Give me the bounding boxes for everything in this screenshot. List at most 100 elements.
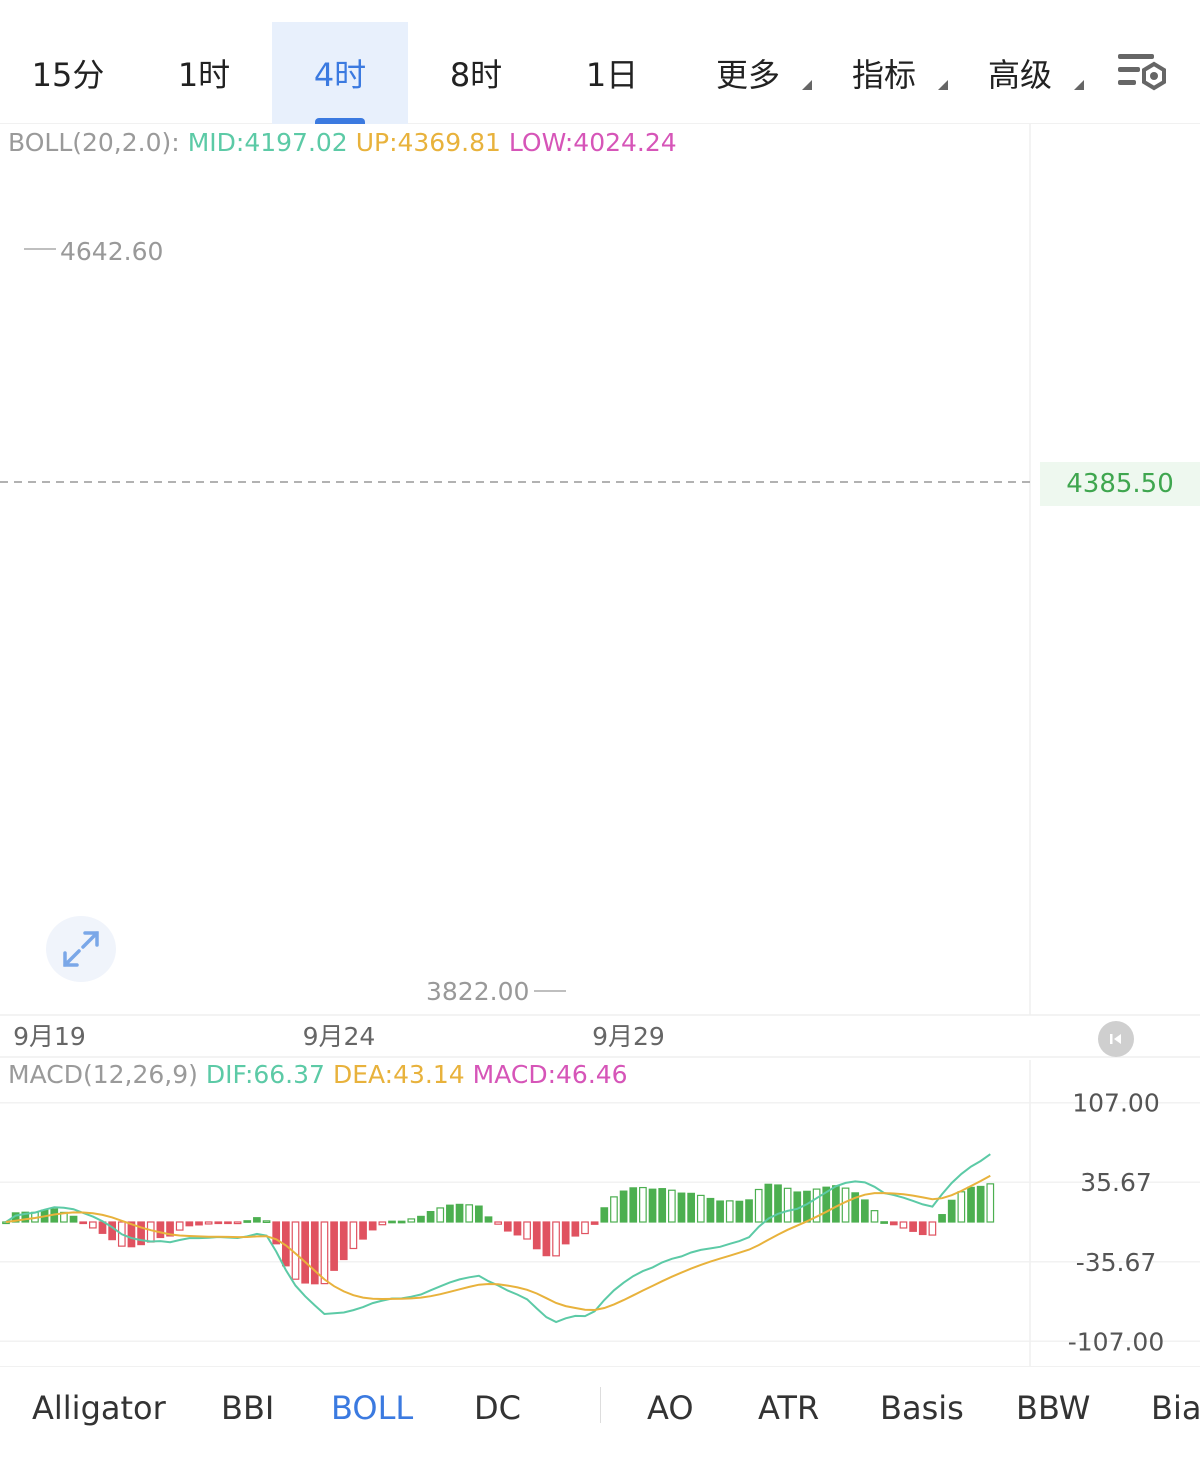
macd-bar bbox=[677, 1192, 686, 1223]
macd-bar bbox=[667, 1189, 676, 1223]
indicator-bbi[interactable]: BBI bbox=[221, 1389, 275, 1427]
macd-bar bbox=[378, 1221, 387, 1226]
macd-bar bbox=[108, 1221, 117, 1241]
macd-bar bbox=[832, 1185, 840, 1223]
macd-tick-label: -35.67 bbox=[1076, 1248, 1157, 1277]
macd-bar bbox=[446, 1204, 454, 1223]
macd-bar bbox=[754, 1188, 763, 1223]
macd-histogram bbox=[2, 1183, 995, 1285]
macd-bar bbox=[696, 1194, 705, 1223]
current-price-label: 4385.50 bbox=[1040, 462, 1200, 506]
macd-bar bbox=[725, 1200, 734, 1223]
macd-bar bbox=[465, 1204, 474, 1223]
macd-bar bbox=[706, 1197, 715, 1223]
indicator-bias[interactable]: Bias bbox=[1151, 1389, 1200, 1427]
macd-bar bbox=[774, 1184, 782, 1223]
boll-legend-low: LOW:4024.24 bbox=[508, 128, 677, 157]
macd-bar bbox=[648, 1188, 657, 1223]
macd-legend-dif: DIF:66.37 bbox=[205, 1060, 325, 1089]
macd-bar bbox=[513, 1221, 522, 1236]
macd-bar bbox=[253, 1217, 261, 1223]
macd-dea-line bbox=[5, 1174, 991, 1312]
macd-bar bbox=[629, 1187, 638, 1223]
date-tick-label: 9月24 bbox=[303, 1022, 376, 1051]
macd-bar bbox=[175, 1221, 184, 1231]
macd-bar bbox=[310, 1221, 319, 1285]
macd-bar bbox=[590, 1221, 599, 1225]
macd-bar bbox=[166, 1221, 174, 1237]
macd-bar bbox=[330, 1221, 338, 1271]
macd-bar bbox=[571, 1221, 580, 1237]
macd-tick-label: -107.00 bbox=[1068, 1327, 1165, 1356]
macd-tick-label: 107.00 bbox=[1072, 1089, 1159, 1118]
macd-bar bbox=[204, 1221, 213, 1225]
jump-to-latest-icon[interactable] bbox=[1098, 1021, 1134, 1057]
tab-more[interactable]: 更多 bbox=[680, 22, 816, 124]
dropdown-corner-icon bbox=[802, 80, 812, 90]
macd-bar bbox=[146, 1221, 155, 1243]
indicator-basis[interactable]: Basis bbox=[880, 1389, 964, 1427]
indicator-dc[interactable]: DC bbox=[474, 1389, 521, 1427]
boll-legend-up: UP:4369.81 bbox=[355, 128, 501, 157]
tab-advanced[interactable]: 高级 bbox=[952, 22, 1088, 124]
macd-bar bbox=[532, 1221, 541, 1250]
macd-bar bbox=[812, 1188, 821, 1223]
macd-bar bbox=[484, 1216, 493, 1223]
indicator-atr[interactable]: ATR bbox=[758, 1389, 820, 1427]
boll-legend: BOLL(20,2.0): MID:4197.02 UP:4369.81 LOW:40… bbox=[8, 128, 685, 157]
macd-bar bbox=[127, 1221, 136, 1248]
macd-bar bbox=[262, 1220, 271, 1223]
macd-bar bbox=[870, 1210, 879, 1223]
macd-bar bbox=[137, 1221, 145, 1246]
macd-bar bbox=[224, 1221, 232, 1225]
date-tick-label: 9月29 bbox=[592, 1022, 665, 1051]
high-marker-label: 4642.60 bbox=[60, 237, 163, 266]
high-marker: 4642.60 bbox=[24, 237, 163, 266]
tab-indicators[interactable]: 指标 bbox=[816, 22, 952, 124]
macd-bar bbox=[503, 1221, 512, 1232]
macd-bar bbox=[658, 1188, 667, 1223]
macd-bar bbox=[899, 1221, 908, 1229]
macd-bar bbox=[426, 1211, 435, 1223]
macd-bar bbox=[272, 1221, 281, 1245]
macd-bar bbox=[909, 1221, 917, 1232]
macd-bar bbox=[455, 1203, 464, 1223]
macd-bar bbox=[600, 1207, 609, 1223]
macd-bar bbox=[523, 1221, 531, 1240]
macd-bar bbox=[918, 1221, 927, 1236]
macd-bar bbox=[947, 1199, 956, 1223]
macd-bar bbox=[976, 1185, 985, 1223]
macd-bar bbox=[407, 1218, 416, 1223]
macd-bar bbox=[841, 1187, 850, 1223]
macd-bar bbox=[79, 1221, 88, 1225]
macd-bar bbox=[967, 1186, 975, 1223]
macd-dif-line bbox=[5, 1153, 991, 1324]
macd-bar bbox=[349, 1221, 358, 1250]
indicator-alligator[interactable]: Alligator bbox=[32, 1389, 166, 1427]
macd-bar bbox=[822, 1186, 831, 1223]
macd-bar bbox=[156, 1221, 165, 1239]
macd-bar bbox=[957, 1191, 966, 1223]
chart-settings-icon[interactable] bbox=[1116, 50, 1172, 98]
macd-bar bbox=[243, 1220, 252, 1223]
macd-tick-label: 35.67 bbox=[1080, 1168, 1152, 1197]
macd-bar bbox=[716, 1200, 724, 1223]
macd-bar bbox=[880, 1221, 889, 1224]
indicator-ao[interactable]: AO bbox=[647, 1389, 694, 1427]
indicator-bbw[interactable]: BBW bbox=[1016, 1389, 1091, 1427]
date-axis: 9月19 9月24 9月29 bbox=[13, 1022, 665, 1051]
tab-1h[interactable]: 1时 bbox=[177, 56, 231, 94]
tab-8h[interactable]: 8时 bbox=[449, 56, 503, 94]
expand-icon[interactable] bbox=[46, 916, 116, 982]
macd-bar bbox=[889, 1221, 898, 1226]
macd-bar bbox=[619, 1190, 628, 1223]
tab-1d[interactable]: 1日 bbox=[585, 56, 639, 94]
indicator-boll[interactable]: BOLL bbox=[331, 1389, 414, 1427]
macd-bar bbox=[764, 1183, 773, 1223]
macd-bar bbox=[301, 1221, 309, 1284]
tab-15m[interactable]: 15分 bbox=[31, 56, 105, 94]
macd-bar bbox=[803, 1190, 811, 1223]
tab-4h[interactable]: 4时 bbox=[272, 22, 408, 124]
macd-bar bbox=[397, 1220, 406, 1224]
